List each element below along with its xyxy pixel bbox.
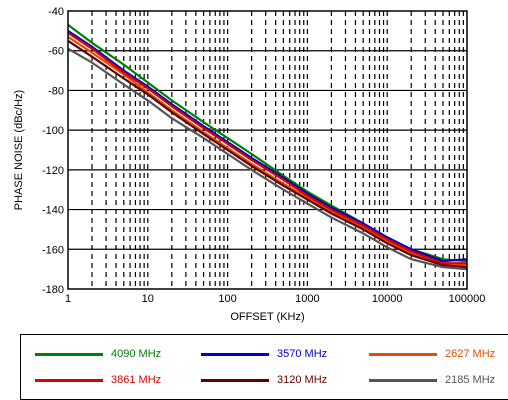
y-tick-label: -40 [48,6,64,18]
series-line-1 [67,24,468,263]
tick-labels: 1 10 100 1000 10000 100000 -40 -60 -80 -100 -120 -1… [42,6,485,305]
y-tick-label: -60 [48,46,64,58]
y-tick-label: -180 [42,284,64,296]
legend-label: 3120 MHz [277,374,328,387]
x-tick-label: 10 [142,293,154,305]
x-tick-label: 1 [65,293,71,305]
legend-swatch [201,378,269,382]
legend-swatch [369,378,437,382]
x-tick-label: 100000 [449,293,486,305]
legend-label: 3861 MHz [111,374,162,387]
legend-item: 3861 MHz [35,373,161,387]
y-tick-label: -100 [42,125,64,137]
legend-swatch [369,352,437,356]
series-line-5 [67,39,468,269]
y-tick-label: -80 [48,85,64,97]
series-line-4 [67,31,467,265]
legend-label: 3570 MHz [277,348,328,361]
legend-item: 3120 MHz [201,373,327,387]
x-tick-label: 100 [218,293,236,305]
series-lines [67,24,468,271]
legend-label: 4090 MHz [111,348,162,361]
y-tick-label: -160 [42,244,64,256]
legend-item: 2185 MHz [369,373,495,387]
legend-label: 2185 MHz [445,374,496,387]
series-line-6 [67,47,468,271]
legend-item: 2627 MHz [369,347,495,361]
y-tick-label: -140 [42,205,64,217]
x-axis-title: OFFSET (KHz) [230,311,304,323]
legend-item: 4090 MHz [35,347,161,361]
series-line-3 [67,35,468,267]
legend-swatch [201,352,269,356]
grid-lines [68,11,467,289]
y-axis-title: PHASE NOISE (dBc/Hz) [13,90,25,210]
legend-swatch [35,378,103,382]
x-tick-label: 10000 [372,293,403,305]
legend-label: 2627 MHz [445,348,496,361]
plot-frame [67,10,468,290]
legend-item: 3570 MHz [201,347,327,361]
x-tick-label: 1000 [295,293,319,305]
legend-swatch [35,352,103,356]
legend: 4090 MHz 3570 MHz 2627 MHz 3861 MHz 3120 MHz… [20,334,508,400]
y-tick-label: -120 [42,165,64,177]
phase-noise-chart: 1 10 100 1000 10000 100000 -40 -60 -80 -100 -120 -1… [13,6,485,323]
series-line-2 [67,29,468,263]
